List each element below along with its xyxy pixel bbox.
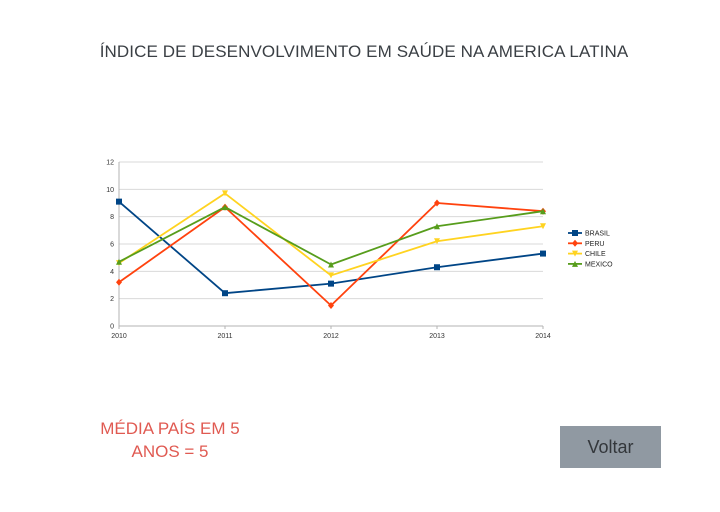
legend-marker-chile — [572, 250, 578, 257]
legend-marker-brasil — [572, 230, 578, 236]
data-point-chile — [540, 223, 546, 230]
x-tick-label: 2010 — [111, 333, 127, 340]
x-tick-label: 2012 — [323, 333, 339, 340]
legend-marker-peru — [572, 239, 578, 247]
data-point-mexico — [328, 261, 334, 268]
back-button[interactable]: Voltar — [560, 426, 661, 468]
data-point-brasil — [540, 250, 546, 257]
x-tick-label: 2011 — [217, 333, 232, 340]
data-point-brasil — [222, 290, 228, 297]
legend-marker-mexico — [572, 260, 578, 267]
y-tick-label: 12 — [106, 160, 114, 167]
series-line-peru — [118, 202, 544, 307]
x-tick-label: 2014 — [535, 333, 551, 340]
data-point-mexico — [222, 204, 228, 211]
y-tick-label: 10 — [106, 187, 114, 194]
y-tick-label: 0 — [110, 324, 114, 331]
y-tick-label: 8 — [110, 214, 114, 221]
legend-label-chile: CHILE — [585, 251, 606, 258]
y-tick-label: 4 — [110, 269, 114, 276]
data-point-chile — [328, 272, 334, 279]
average-note: MÉDIA PAÍS EM 5 ANOS = 5 — [70, 417, 270, 463]
data-point-brasil — [116, 198, 122, 205]
data-point-peru — [434, 199, 440, 207]
y-tick-label: 2 — [110, 296, 114, 303]
legend-label-brasil: BRASIL — [585, 231, 610, 238]
chart-title: ÍNDICE DE DESENVOLVIMENTO EM SAÚDE NA AM… — [99, 42, 629, 61]
data-point-brasil — [328, 280, 334, 287]
data-point-peru — [116, 278, 122, 286]
legend-label-mexico: MEXICO — [585, 261, 613, 268]
data-point-peru — [328, 302, 334, 309]
data-point-chile — [434, 238, 440, 245]
average-note-line2: ANOS = 5 — [131, 442, 209, 461]
legend-label-peru: PERU — [585, 241, 604, 248]
x-tick-label: 2013 — [429, 333, 445, 340]
average-note-line1: MÉDIA PAÍS EM 5 — [100, 419, 240, 438]
data-point-brasil — [434, 264, 440, 271]
data-point-mexico — [116, 258, 122, 265]
series-line-brasil — [118, 200, 544, 295]
data-point-mexico — [434, 223, 440, 230]
data-point-chile — [222, 190, 228, 197]
data-point-mexico — [540, 208, 546, 215]
y-tick-label: 6 — [110, 242, 114, 249]
